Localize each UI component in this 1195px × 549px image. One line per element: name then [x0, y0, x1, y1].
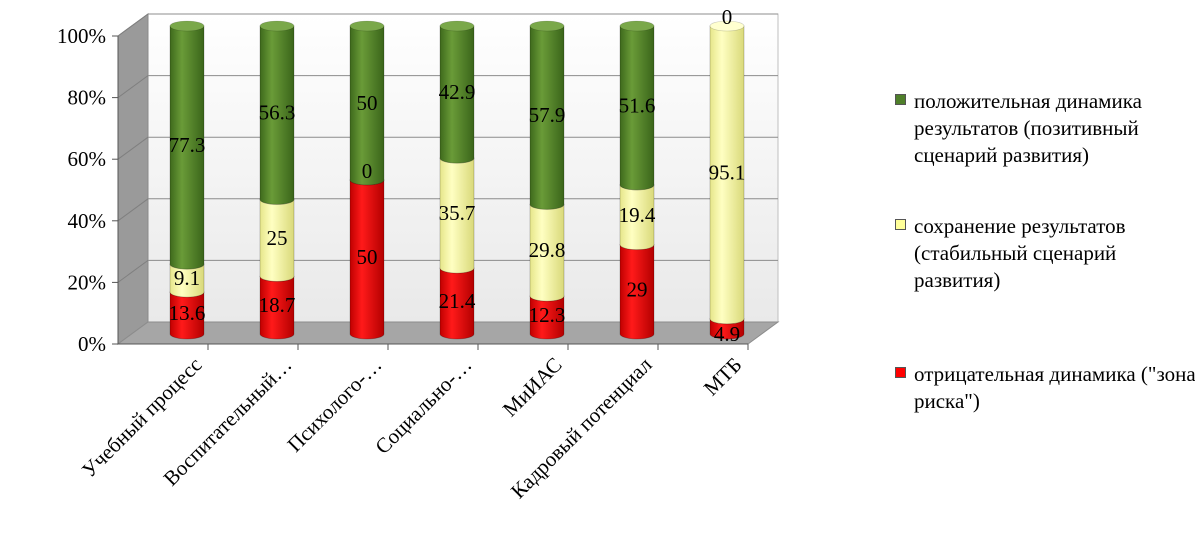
bar-positive-top [169, 20, 205, 32]
data-label: 29 [627, 277, 648, 301]
data-label: 12.3 [529, 303, 566, 327]
legend-swatch-negative [895, 367, 906, 378]
data-label: 42.9 [439, 80, 476, 104]
y-tick-label: 100% [57, 24, 106, 48]
legend-swatch-positive [895, 94, 906, 105]
y-tick-label: 80% [68, 86, 107, 110]
side-wall [117, 13, 149, 345]
gridline-side [117, 259, 149, 283]
data-label: 51.6 [619, 93, 656, 117]
bar-positive-top [619, 20, 655, 32]
data-label: 50 [357, 91, 378, 115]
bar-stable-body [529, 203, 565, 302]
data-label: 0 [722, 5, 733, 29]
bar-positive [169, 20, 205, 270]
data-label: 95.1 [709, 160, 746, 184]
bars [169, 20, 745, 340]
legend-swatch-stable [895, 219, 906, 230]
data-label: 77.3 [169, 133, 206, 157]
bar-stable-body [169, 263, 205, 298]
x-tick-label: МиИАС [498, 353, 567, 422]
data-label: 35.7 [439, 201, 476, 225]
data-label: 4.9 [714, 322, 740, 346]
bar-negative-body [349, 179, 385, 340]
bar-positive-top [259, 20, 295, 32]
data-labels: 13.6 9.1 77.3 18.7 25 56.3 50 0 50 21.4 35.7 42.9 12… [169, 5, 746, 346]
data-label: 13.6 [169, 301, 206, 325]
data-label: 25 [267, 226, 288, 250]
bar-stable-body [439, 157, 475, 274]
bar-positive-body [439, 25, 475, 164]
gridline-side [117, 136, 149, 160]
bar-positive-top [529, 20, 565, 32]
bar-positive-body [529, 25, 565, 210]
legend-label-stable: сохранение результатов (стабильный сцена… [914, 214, 1126, 292]
bar-positive [349, 20, 385, 186]
bar-positive [529, 20, 565, 210]
bar-positive-body [619, 25, 655, 191]
y-tick-label: 20% [68, 270, 107, 294]
gridline-side [117, 198, 149, 222]
bar-stable-body [259, 199, 295, 282]
legend-label-positive: положительная динамика результатов (пози… [914, 89, 1142, 167]
data-label: 19.4 [619, 203, 656, 227]
legend-label-negative: отрицательная динамика ("зона риска") [914, 362, 1195, 413]
bar-positive-body [259, 25, 295, 205]
y-axis: 0% 20% 40% 60% 80% 100% [57, 24, 119, 356]
gridline-side [117, 75, 149, 99]
bar-stable-top [709, 20, 745, 32]
data-label: 29.8 [529, 238, 566, 262]
bar-positive-body [349, 25, 385, 186]
data-label: 57.9 [529, 103, 566, 127]
x-axis: Учебный процессВоспитательный…Психолого-… [77, 343, 749, 503]
y-tick-label: 40% [68, 209, 107, 233]
bar-positive-top [439, 20, 475, 32]
bar-positive-body [169, 25, 205, 270]
x-tick-label: МТБ [699, 353, 747, 401]
bar-positive-top [349, 20, 385, 32]
bar-negative-body [169, 291, 205, 340]
bar-negative-body [439, 267, 475, 340]
data-label: 21.4 [439, 289, 476, 313]
bar-negative-body [709, 318, 745, 340]
bar-negative-body [259, 276, 295, 340]
data-label: 18.7 [259, 293, 296, 317]
data-label: 56.3 [259, 101, 296, 125]
x-tick-label: Социально-… [370, 353, 476, 459]
gridline-side [117, 13, 149, 37]
y-tick-label: 0% [78, 332, 106, 356]
data-label: 50 [357, 245, 378, 269]
bar-stable [709, 20, 745, 325]
data-label: 0 [362, 159, 373, 183]
bar-stable-body [709, 25, 745, 325]
bar-negative-body [529, 295, 565, 340]
bar-positive [439, 20, 475, 164]
bar-stable-body [619, 184, 655, 251]
bar-positive [619, 20, 655, 191]
bar-negative-body [619, 244, 655, 340]
bar-positive [259, 20, 295, 205]
y-tick-label: 60% [68, 147, 107, 171]
data-label: 9.1 [174, 266, 200, 290]
